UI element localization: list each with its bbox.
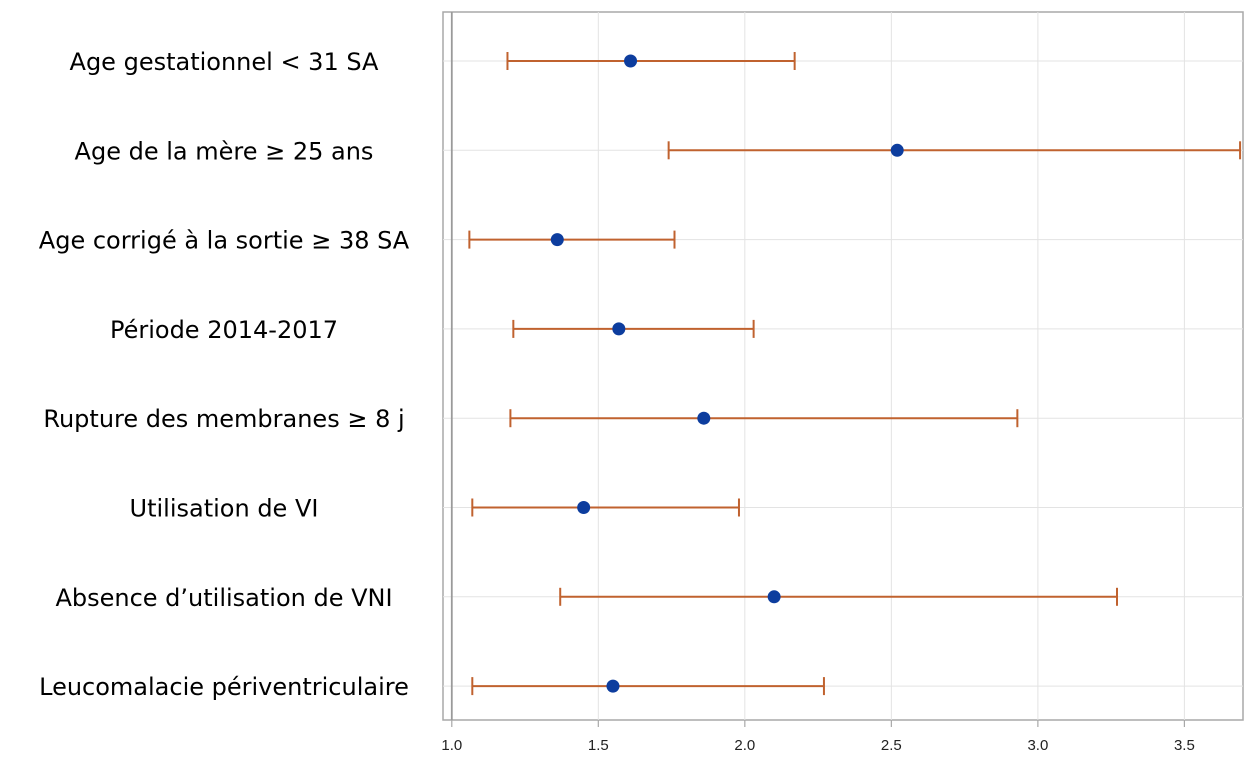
row-label: Rupture des membranes ≥ 8 j bbox=[43, 405, 404, 433]
x-tick-label: 1.5 bbox=[588, 737, 609, 754]
row-label: Age de la mère ≥ 25 ans bbox=[75, 137, 374, 165]
row-label: Leucomalacie périventriculaire bbox=[39, 673, 409, 701]
point-estimate bbox=[612, 322, 626, 336]
point-estimate bbox=[767, 590, 781, 604]
row-labels: Age gestationnel < 31 SA Age de la mère ≥… bbox=[39, 48, 410, 701]
point-estimate bbox=[624, 54, 638, 68]
intervals bbox=[468, 52, 1242, 696]
point-estimate bbox=[550, 233, 564, 247]
x-tick-label: 2.5 bbox=[881, 737, 902, 754]
row-label: Absence d’utilisation de VNI bbox=[55, 584, 392, 612]
row-label: Utilisation de VI bbox=[130, 495, 319, 523]
x-tick-label: 3.0 bbox=[1027, 737, 1048, 754]
point-estimate bbox=[890, 143, 904, 157]
point-estimate bbox=[697, 411, 711, 425]
x-axis: 1.0 1.5 2.0 2.5 3.0 3.5 bbox=[441, 720, 1195, 754]
point-estimate bbox=[577, 501, 591, 514]
row-label: Age corrigé à la sortie ≥ 38 SA bbox=[39, 227, 410, 255]
x-tick-label: 2.0 bbox=[734, 737, 755, 754]
x-tick-label: 1.0 bbox=[441, 737, 462, 754]
row-label: Age gestationnel < 31 SA bbox=[70, 48, 380, 76]
plot-frame bbox=[442, 11, 1244, 721]
x-tick-label: 3.5 bbox=[1174, 737, 1195, 754]
row-label: Période 2014-2017 bbox=[110, 316, 338, 344]
point-estimate bbox=[606, 679, 620, 693]
